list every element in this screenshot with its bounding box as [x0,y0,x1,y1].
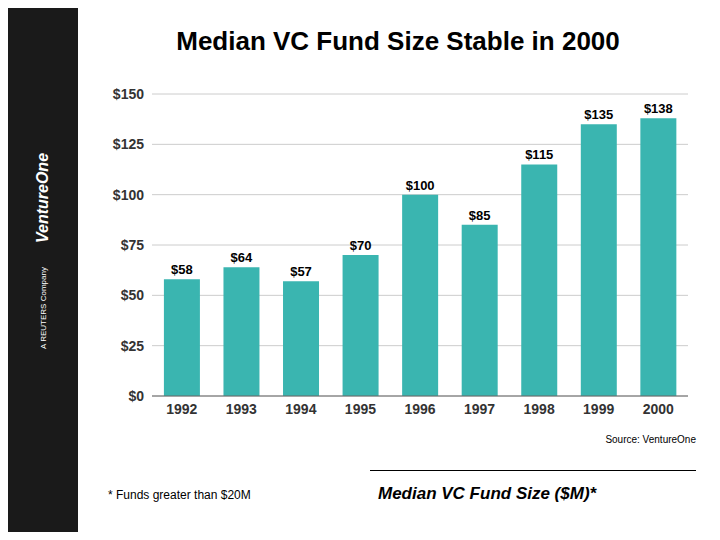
svg-text:$58: $58 [171,262,193,277]
svg-text:1996: 1996 [404,401,435,417]
svg-text:$100: $100 [113,187,144,203]
svg-text:$135: $135 [584,107,613,122]
svg-text:1992: 1992 [166,401,197,417]
svg-text:$85: $85 [469,208,491,223]
svg-text:2000: 2000 [643,401,674,417]
svg-text:$100: $100 [406,178,435,193]
html-text:Median VC Fund Size ($M)*: Median VC Fund Size ($M)* [378,484,597,503]
svg-text:$115: $115 [525,147,553,162]
html-text:A REUTERS Company: A REUTERS Company [38,267,48,349]
html-text:VentureOne: VentureOne [34,153,51,243]
svg-text:$64: $64 [231,250,253,265]
svg-text:$25: $25 [121,338,145,354]
svg-text:1997: 1997 [464,401,495,417]
svg-text:$57: $57 [290,264,312,279]
svg-text:1999: 1999 [583,401,614,417]
svg-text:$70: $70 [350,238,372,253]
svg-text:1998: 1998 [524,401,555,417]
svg-text:$0: $0 [128,388,144,404]
svg-text:$50: $50 [121,287,145,303]
svg-text:$125: $125 [113,136,144,152]
svg-text:$138: $138 [644,101,673,116]
html-text:* Funds greater than $20M: * Funds greater than $20M [108,488,251,502]
svg-text:1994: 1994 [285,401,316,417]
html-text:Source: VentureOne: Source: VentureOne [605,434,696,445]
html-text:Median VC Fund Size Stable in: Median VC Fund Size Stable in 2000 [176,26,620,56]
svg-text:$75: $75 [121,237,145,253]
svg-text:1993: 1993 [226,401,257,417]
svg-text:$150: $150 [113,86,144,102]
svg-text:1995: 1995 [345,401,376,417]
